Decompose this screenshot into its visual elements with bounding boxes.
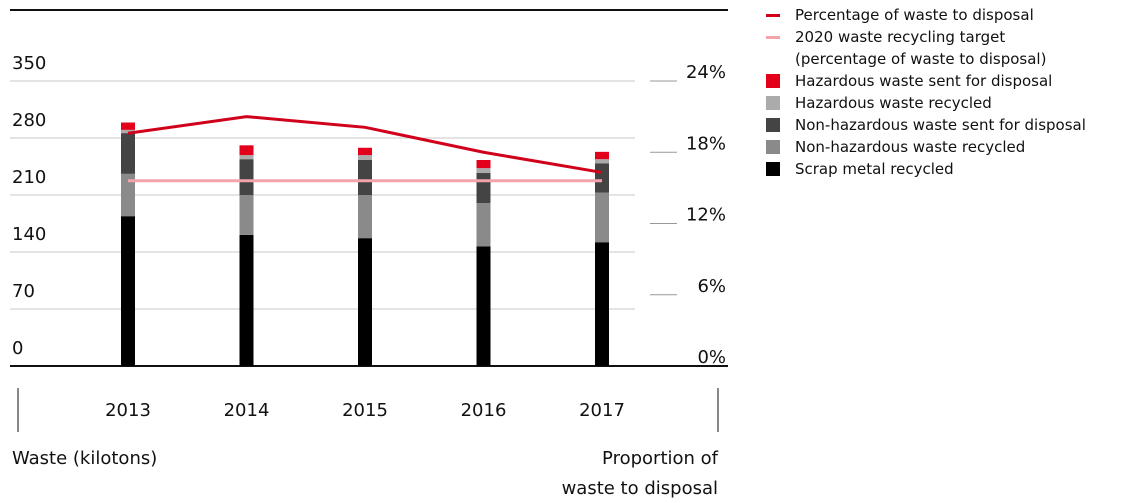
legend-label: Non-hazardous waste sent for disposal (795, 116, 1086, 134)
y-tick-label: 210 (12, 167, 46, 188)
legend-label: 2020 waste recycling target (percentage … (795, 28, 1047, 68)
bar-segment (595, 192, 609, 243)
bar-segment (595, 163, 609, 193)
legend-item: Percentage of waste to disposal (766, 4, 1139, 26)
legend: Percentage of waste to disposal 2020 wast… (766, 4, 1139, 180)
bar-segment (121, 216, 135, 366)
bar-segment (476, 168, 491, 174)
legend-swatch (766, 96, 780, 110)
bar-segment (121, 129, 135, 134)
y-tick-label: 280 (12, 110, 46, 131)
legend-label: Scrap metal recycled (795, 160, 954, 178)
bar-segment (239, 234, 254, 366)
chart: Waste (kilotons) Proportion of waste to … (10, 9, 728, 499)
bar-segment (358, 195, 372, 239)
bar-segment (121, 122, 135, 130)
x-tick-label: 2013 (105, 400, 151, 421)
y2-tick-label: 24% (686, 62, 726, 83)
legend-swatch (766, 140, 780, 154)
line-series (127, 115, 603, 174)
legend-label: Hazardous waste recycled (795, 94, 992, 112)
y-tick-label: 0 (12, 338, 23, 359)
bar-segment (476, 246, 491, 366)
legend-swatch (766, 118, 780, 132)
x-tick-label: 2017 (579, 400, 625, 421)
legend-item: 2020 waste recycling target (percentage … (766, 26, 1139, 70)
legend-item: Non-hazardous waste recycled (766, 136, 1139, 158)
bar-segment (595, 151, 609, 160)
x-tick-label: 2015 (342, 400, 388, 421)
bar-segment (358, 147, 372, 156)
bar-segment (239, 195, 254, 235)
bar-segment (121, 133, 135, 174)
bar-segment (595, 242, 609, 366)
y-tick-label: 350 (12, 53, 46, 74)
legend-swatch (766, 162, 780, 176)
bar-segment (358, 159, 372, 195)
y2-axis-label: Proportion of (602, 448, 719, 469)
bar-segment (476, 159, 491, 169)
legend-label: Hazardous waste sent for disposal (795, 72, 1053, 90)
y2-tick-label: 0% (697, 347, 726, 368)
y-tick-label: 140 (12, 224, 46, 245)
bar-segment (358, 155, 372, 160)
y2-tick-label: 12% (686, 205, 726, 226)
bar-segment (476, 173, 491, 204)
bar-segment (121, 173, 135, 217)
legend-item: Hazardous waste sent for disposal (766, 70, 1139, 92)
bar-segment (239, 155, 254, 160)
legend-swatch (766, 74, 780, 88)
legend-swatch (766, 36, 780, 39)
legend-swatch (766, 14, 780, 17)
bar-segment (239, 159, 254, 195)
y2-axis-label: waste to disposal (562, 478, 718, 499)
legend-item: Scrap metal recycled (766, 158, 1139, 180)
x-tick-label: 2014 (224, 400, 270, 421)
y-axis-label: Waste (kilotons) (12, 448, 157, 469)
bar-segment (358, 238, 372, 366)
x-tick-label: 2016 (461, 400, 507, 421)
y2-tick-label: 6% (697, 276, 726, 297)
legend-label: Percentage of waste to disposal (795, 6, 1034, 24)
legend-item: Non-hazardous waste sent for disposal (766, 114, 1139, 136)
y2-tick-label: 18% (686, 133, 726, 154)
bar-segment (595, 159, 609, 164)
legend-item: Hazardous waste recycled (766, 92, 1139, 114)
bar-segment (239, 145, 254, 156)
legend-label: Non-hazardous waste recycled (795, 138, 1026, 156)
y-tick-label: 70 (12, 281, 35, 302)
bar-segment (476, 203, 491, 247)
